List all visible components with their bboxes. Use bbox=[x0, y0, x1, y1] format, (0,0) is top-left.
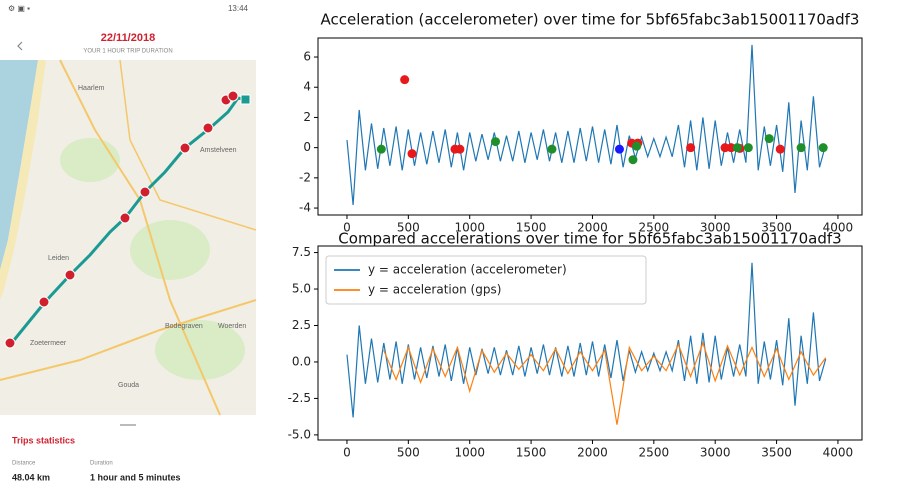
park bbox=[130, 220, 210, 280]
legend-label: y = acceleration (gps) bbox=[368, 283, 501, 297]
x-tick-label: 1500 bbox=[516, 446, 547, 460]
trip-subtitle: YOUR 1 HOUR TRIP DURATION bbox=[83, 49, 172, 55]
point bbox=[615, 145, 624, 154]
event-marker[interactable] bbox=[140, 187, 150, 197]
event-marker[interactable] bbox=[180, 143, 190, 153]
point bbox=[455, 145, 464, 154]
point bbox=[797, 143, 806, 152]
map-label: Leiden bbox=[48, 255, 69, 262]
point bbox=[377, 145, 386, 154]
status-time: 13:44 bbox=[228, 4, 249, 13]
map-label: Woerden bbox=[218, 323, 246, 330]
point bbox=[776, 145, 785, 154]
map-label: Zoetermeer bbox=[30, 340, 67, 347]
x-tick-label: 1000 bbox=[454, 446, 485, 460]
chart-title: Compared accelerations over time for 5bf… bbox=[338, 230, 841, 248]
status-icons: ⚙ ▣ ▪ bbox=[8, 4, 30, 13]
point bbox=[632, 142, 641, 151]
page: {"phone": {"time": "13:44", "date": "22/… bbox=[0, 0, 914, 496]
stats-value: 1 hour and 5 minutes bbox=[90, 472, 181, 482]
trip-date: 22/11/2018 bbox=[101, 32, 155, 44]
map-label: Bodegraven bbox=[165, 323, 203, 330]
map-label: Gouda bbox=[118, 382, 139, 389]
stats-title: Trips statistics bbox=[12, 435, 75, 445]
y-tick-label: -5.0 bbox=[288, 427, 311, 441]
point bbox=[628, 155, 637, 164]
x-tick-label: 500 bbox=[397, 446, 420, 460]
event-marker[interactable] bbox=[203, 123, 213, 133]
phone: ⚙ ▣ ▪ 13:44 22/11/2018 YOUR 1 HOUR TRIP … bbox=[0, 0, 256, 496]
sheet-handle[interactable] bbox=[120, 424, 136, 426]
event-marker[interactable] bbox=[228, 91, 238, 101]
point bbox=[744, 143, 753, 152]
point bbox=[819, 143, 828, 152]
stats-label: Duration bbox=[90, 461, 113, 467]
screen: ⚙ ▣ ▪ 13:44 22/11/2018 YOUR 1 HOUR TRIP … bbox=[0, 0, 914, 496]
y-tick-label: 6 bbox=[303, 50, 311, 64]
stats-value: 48.04 km bbox=[12, 472, 50, 482]
point bbox=[491, 137, 500, 146]
point bbox=[765, 134, 774, 143]
map-label: Haarlem bbox=[78, 85, 105, 92]
y-tick-label: 5.0 bbox=[292, 282, 311, 296]
x-tick-label: 0 bbox=[343, 446, 351, 460]
x-tick-label: 2000 bbox=[577, 446, 608, 460]
stats-label: Distance bbox=[12, 461, 36, 467]
park bbox=[60, 138, 120, 182]
map-label: Amstelveen bbox=[200, 147, 237, 154]
point bbox=[733, 143, 742, 152]
event-marker[interactable] bbox=[120, 213, 130, 223]
end-marker[interactable] bbox=[241, 95, 250, 104]
y-tick-label: 4 bbox=[303, 80, 311, 94]
point bbox=[400, 75, 409, 84]
x-tick-label: 3000 bbox=[700, 446, 731, 460]
x-tick-label: 4000 bbox=[823, 446, 854, 460]
event-marker[interactable] bbox=[65, 270, 75, 280]
event-marker[interactable] bbox=[5, 338, 15, 348]
map: Haarlem Amstelveen Leiden Zoetermeer Gou… bbox=[0, 60, 256, 415]
chart-title: Acceleration (accelerometer) over time f… bbox=[321, 11, 860, 29]
y-tick-label: 0 bbox=[303, 140, 311, 154]
y-tick-label: 0.0 bbox=[292, 354, 311, 368]
point bbox=[547, 145, 556, 154]
point bbox=[408, 149, 417, 158]
y-tick-label: 2.5 bbox=[292, 318, 311, 332]
x-tick-label: 3500 bbox=[761, 446, 792, 460]
point bbox=[686, 143, 695, 152]
y-tick-label: -4 bbox=[299, 201, 311, 215]
y-tick-label: -2.5 bbox=[288, 391, 311, 405]
chart: 0 500 1000 1500 2000 2500 3000 3500 4000 -5.0 -2.5… bbox=[288, 230, 862, 460]
legend-label: y = acceleration (accelerometer) bbox=[368, 263, 567, 277]
y-tick-label: -2 bbox=[299, 170, 311, 184]
x-tick-label: 2500 bbox=[639, 446, 670, 460]
event-marker[interactable] bbox=[39, 297, 49, 307]
y-tick-label: 7.5 bbox=[292, 245, 311, 259]
y-tick-label: 2 bbox=[303, 110, 311, 124]
plot-area bbox=[318, 38, 862, 215]
